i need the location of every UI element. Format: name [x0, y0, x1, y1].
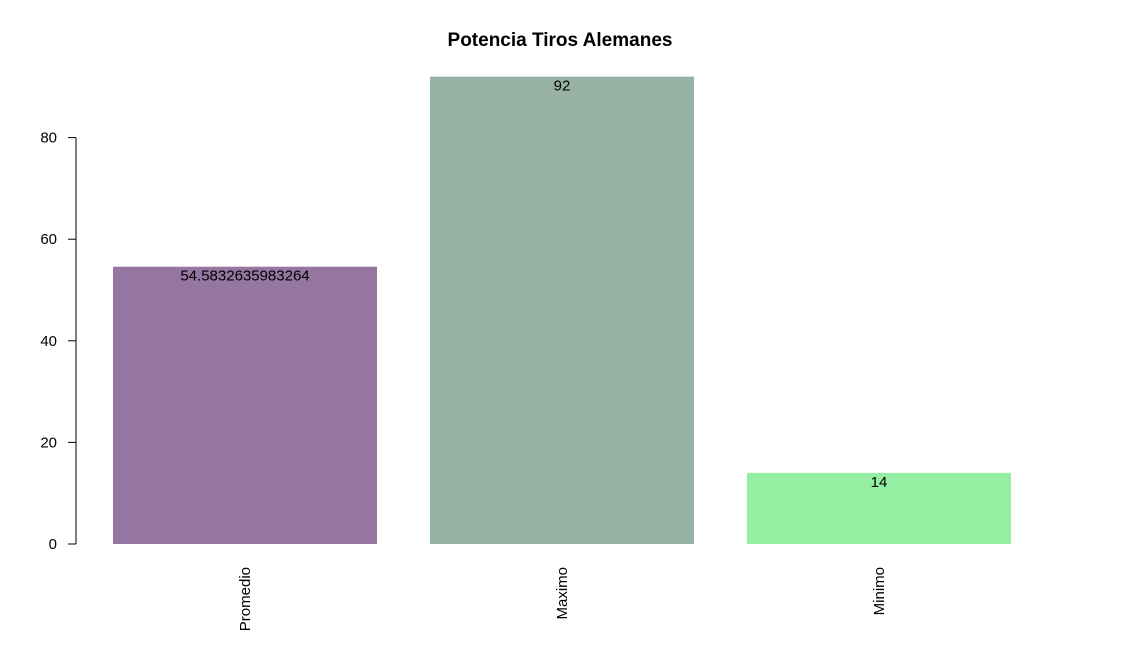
category-label-minimo: Minimo — [871, 567, 888, 615]
y-tick-label: 20 — [40, 434, 57, 451]
category-label-maximo: Maximo — [554, 567, 571, 620]
bars — [113, 76, 1011, 544]
bar-promedio — [113, 266, 377, 544]
category-labels: Promedio Maximo Minimo — [237, 567, 888, 631]
y-tick-label: 0 — [49, 536, 57, 553]
y-axis: 0 20 40 60 80 — [40, 130, 77, 553]
data-label-promedio: 54.5832635983264 — [180, 268, 309, 285]
bar-minimo — [747, 472, 1011, 544]
y-tick-label: 80 — [40, 130, 57, 147]
data-label-maximo: 92 — [554, 78, 571, 95]
y-tick-label: 60 — [40, 231, 57, 248]
chart-title: Potencia Tiros Alemanes — [448, 30, 673, 51]
data-labels: 54.5832635983264 92 14 — [180, 78, 887, 491]
bar-maximo — [430, 76, 694, 544]
data-label-minimo: 14 — [871, 474, 888, 491]
y-tick-label: 40 — [40, 333, 57, 350]
category-label-promedio: Promedio — [237, 567, 254, 631]
